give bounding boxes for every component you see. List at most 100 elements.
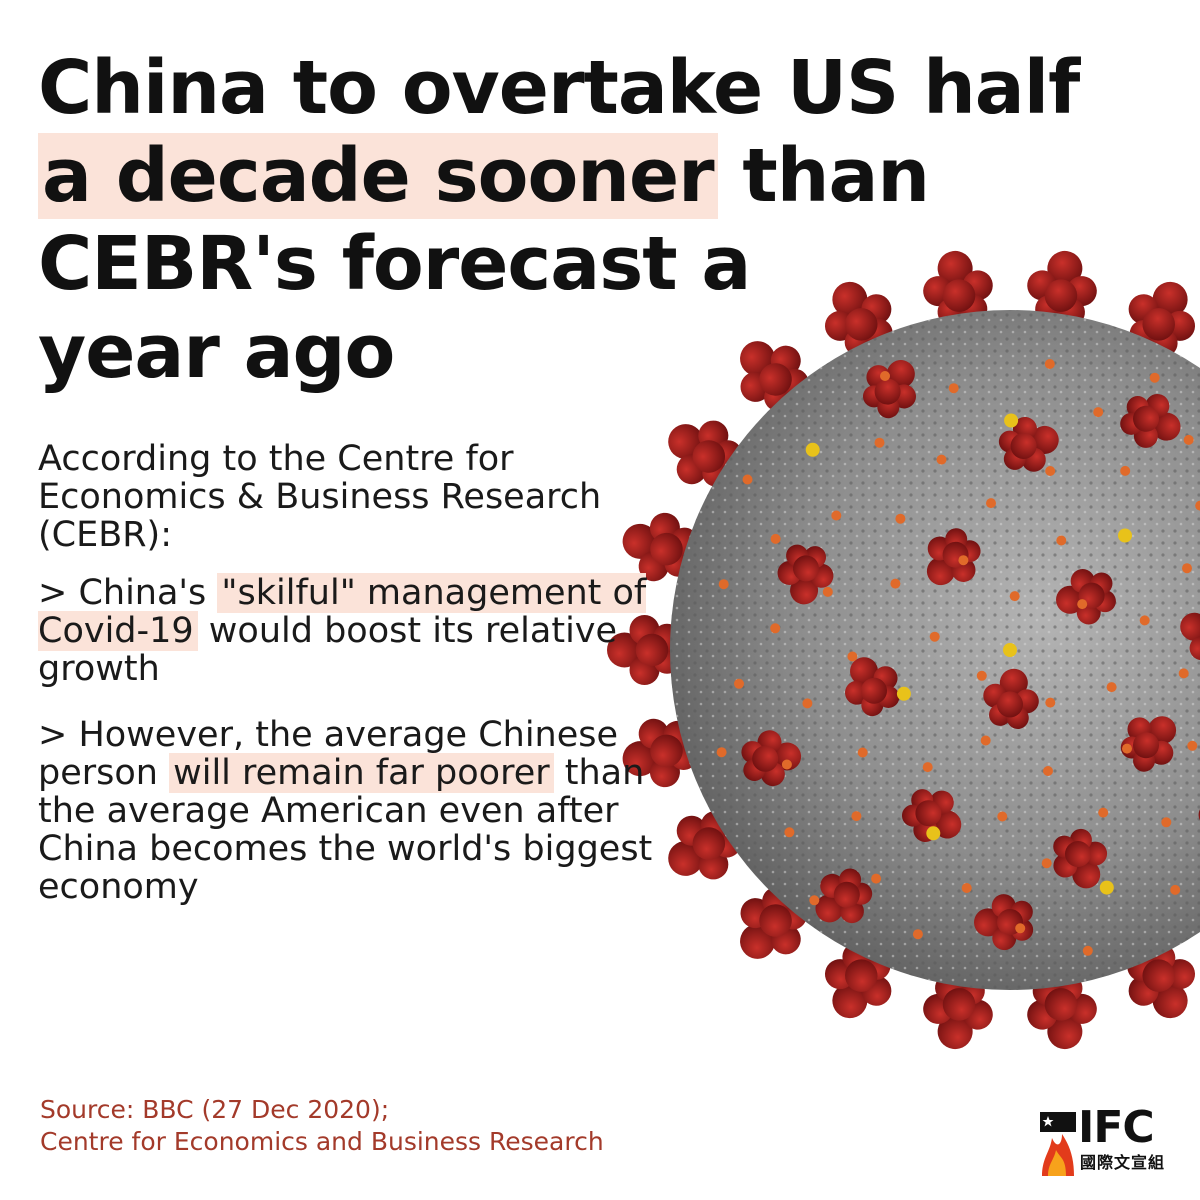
- spike-protein: [1120, 394, 1181, 448]
- logo-text: IFC: [1078, 1102, 1155, 1153]
- bullet1-suffix: would boost its relative growth: [38, 611, 618, 689]
- orange-protein-dot: [895, 513, 906, 524]
- orange-protein-dot: [770, 623, 781, 634]
- coronavirus-illustration: [607, 250, 1200, 1050]
- bullet2-suffix: than the average American even after Chi…: [38, 753, 653, 907]
- spike-protein: [1120, 716, 1177, 772]
- ifc-logo: IFC 國際文宣組: [1040, 1104, 1168, 1180]
- orange-protein-dot: [742, 474, 753, 485]
- orange-protein-dot: [1093, 407, 1104, 418]
- orange-protein-dot: [1056, 535, 1067, 546]
- bullet-covid-management: > China's "skilful" management of Covid-…: [38, 573, 678, 689]
- orange-protein-dot: [1120, 465, 1131, 476]
- spike-protein: [1180, 612, 1200, 661]
- orange-protein-dot: [718, 579, 729, 590]
- flame-icon: [1040, 1112, 1076, 1176]
- yellow-protein-dot: [1003, 643, 1017, 657]
- orange-protein-dot: [770, 533, 781, 544]
- headline-line2-rest: than: [717, 133, 930, 219]
- yellow-protein-dot: [896, 686, 911, 701]
- source-line2: Centre for Economics and Business Resear…: [40, 1127, 604, 1156]
- spike-protein: [923, 973, 993, 1050]
- orange-protein-dot: [734, 678, 744, 689]
- orange-protein-dot: [716, 747, 727, 758]
- orange-protein-dot: [997, 811, 1008, 822]
- source-citation: Source: BBC (27 Dec 2020); Centre for Ec…: [40, 1094, 604, 1158]
- spike-protein: [607, 615, 681, 685]
- spike-protein: [862, 360, 916, 419]
- orange-protein-dot: [936, 454, 947, 465]
- orange-protein-dot: [1182, 563, 1192, 574]
- intro-paragraph: According to the Centre for Economics & …: [38, 439, 602, 555]
- source-line1: Source: BBC (27 Dec 2020);: [40, 1095, 390, 1124]
- orange-protein-dot: [912, 929, 923, 940]
- orange-protein-dot: [890, 578, 901, 589]
- spike-protein: [777, 544, 834, 605]
- orange-protein-dot: [1045, 466, 1056, 476]
- orange-protein-dot: [871, 873, 882, 884]
- bullet2-highlight: will remain far poorer: [169, 753, 554, 793]
- orange-protein-dot: [1183, 434, 1194, 445]
- orange-protein-dot: [976, 670, 987, 681]
- orange-protein-dot: [1187, 740, 1198, 751]
- orange-protein-dot: [1077, 599, 1088, 610]
- orange-protein-dot: [958, 555, 969, 566]
- orange-protein-dot: [847, 651, 858, 662]
- spike-protein: [845, 657, 900, 717]
- orange-protein-dot: [948, 383, 959, 394]
- yellow-protein-dot: [1099, 880, 1114, 895]
- headline-line1: China to overtake US half: [38, 45, 1080, 131]
- orange-protein-dot: [880, 371, 890, 381]
- orange-protein-dot: [1106, 682, 1117, 693]
- bullet1-prefix: > China's: [38, 573, 218, 613]
- orange-protein-dot: [1139, 615, 1150, 626]
- orange-protein-dot: [961, 883, 972, 893]
- headline-highlight: a decade sooner: [38, 133, 718, 219]
- orange-protein-dot: [1015, 923, 1026, 934]
- spike-protein: [741, 730, 802, 787]
- orange-protein-dot: [851, 811, 862, 822]
- orange-protein-dot: [1170, 884, 1181, 895]
- orange-protein-dot: [1122, 743, 1132, 754]
- headline: China to overtake US half a decade soone…: [38, 44, 1158, 396]
- spike-protein: [998, 416, 1059, 472]
- orange-protein-dot: [857, 747, 868, 758]
- yellow-protein-dot: [1118, 528, 1132, 543]
- yellow-protein-dot: [1004, 413, 1019, 428]
- orange-protein-dot: [831, 510, 842, 521]
- headline-line3: CEBR's forecast a: [38, 221, 751, 307]
- spike-protein: [815, 868, 873, 924]
- orange-protein-dot: [1161, 817, 1172, 828]
- orange-protein-dot: [922, 762, 933, 773]
- logo-subtitle: 國際文宣組: [1080, 1153, 1166, 1172]
- orange-protein-dot: [1195, 500, 1200, 511]
- orange-protein-dot: [784, 827, 795, 838]
- orange-protein-dot: [874, 437, 885, 448]
- orange-protein-dot: [1149, 372, 1160, 383]
- orange-protein-dot: [1045, 697, 1056, 708]
- headline-line4: year ago: [38, 309, 395, 395]
- orange-protein-dot: [809, 895, 820, 906]
- spike-protein: [1053, 828, 1108, 889]
- spike-protein: [923, 250, 993, 326]
- body-text: According to the Centre for Economics & …: [38, 440, 678, 906]
- orange-protein-dot: [980, 735, 991, 746]
- orange-protein-dot: [1043, 766, 1053, 776]
- orange-protein-dot: [929, 631, 940, 642]
- orange-protein-dot: [781, 759, 792, 770]
- bullet2-prefix: > However, the average Chinese person: [38, 715, 619, 793]
- orange-protein-dot: [1009, 591, 1020, 602]
- yellow-protein-dot: [805, 442, 820, 457]
- orange-protein-dot: [1044, 359, 1055, 369]
- yellow-protein-dot: [926, 826, 941, 841]
- orange-protein-dot: [1082, 945, 1093, 956]
- orange-protein-dot: [1041, 858, 1052, 869]
- spike-protein: [983, 668, 1039, 729]
- spike-protein: [824, 281, 893, 356]
- orange-protein-dot: [1098, 807, 1109, 818]
- bullet-poorer: > However, the average Chinese person wi…: [38, 716, 678, 906]
- spike-protein: [824, 943, 892, 1019]
- orange-protein-dot: [1178, 668, 1189, 679]
- orange-protein-dot: [802, 698, 813, 709]
- orange-protein-dot: [822, 586, 833, 597]
